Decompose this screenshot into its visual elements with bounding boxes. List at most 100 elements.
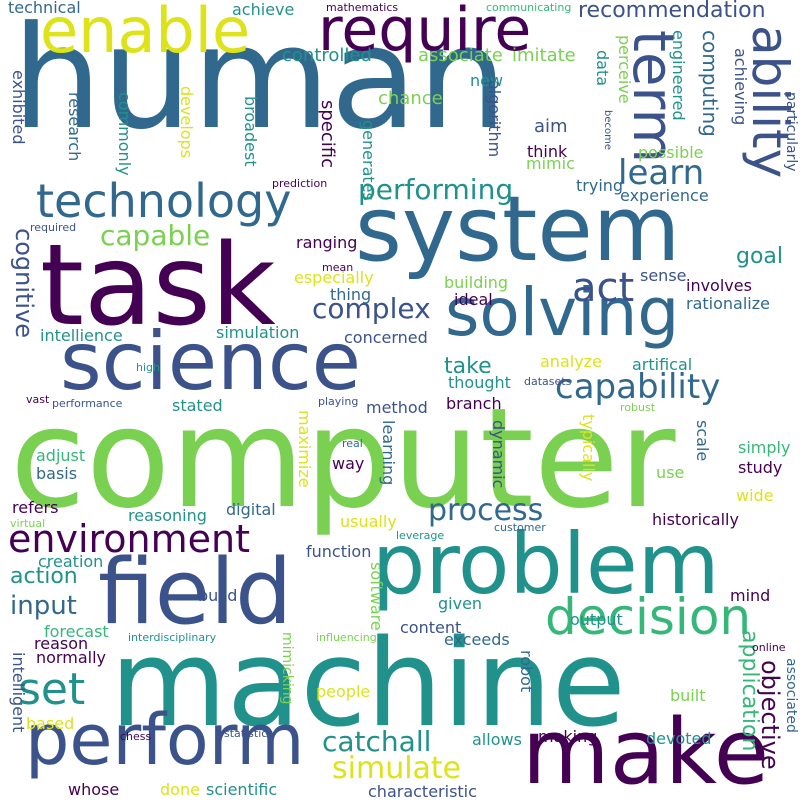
word-mathematics: mathematics: [326, 1, 399, 14]
word-action: action: [10, 564, 78, 589]
word-enable: enable: [40, 0, 251, 67]
word-ranging: ranging: [296, 233, 358, 252]
word-controlled: controlled: [282, 45, 372, 66]
word-branch: branch: [446, 394, 502, 413]
word-simply: simply: [738, 438, 791, 457]
word-sense: sense: [640, 266, 687, 285]
word-machine: machine: [110, 615, 626, 754]
word-real: real: [342, 437, 363, 450]
word-vast: vast: [26, 393, 50, 406]
word-goal: goal: [736, 244, 784, 269]
word-scale: scale: [693, 420, 712, 462]
word-computing: computing: [698, 30, 722, 137]
word-science: science: [60, 315, 362, 408]
word-make: make: [522, 700, 770, 800]
word-simulation: simulation: [216, 323, 300, 342]
word-process: process: [428, 493, 544, 528]
word-system: system: [355, 177, 681, 282]
word-task: task: [40, 221, 276, 351]
word-learning: learning: [379, 420, 398, 486]
word-software: software: [367, 562, 386, 631]
word-robust: robust: [620, 401, 656, 414]
word-method: method: [366, 398, 428, 417]
word-adjust: adjust: [36, 446, 86, 465]
word-develops: develops: [177, 86, 196, 159]
word-basis: basis: [36, 464, 78, 483]
word-devoted: devoted: [646, 729, 712, 748]
word-recommendation: recommendation: [578, 0, 766, 23]
word-chess: chess: [120, 730, 152, 743]
word-influencing: influencing: [316, 631, 377, 644]
word-chance: chance: [378, 88, 443, 109]
word-field: field: [98, 540, 293, 645]
word-research: research: [65, 92, 84, 162]
word-high: high: [136, 361, 160, 374]
word-forecast: forecast: [44, 622, 109, 641]
word-capable: capable: [100, 219, 211, 252]
word-cognitive: cognitive: [10, 228, 38, 339]
word-data: data: [593, 50, 612, 87]
word-datasets: datasets: [524, 375, 572, 388]
word-ideal: ideal: [454, 290, 493, 309]
word-trying: trying: [576, 176, 624, 195]
word-stated: stated: [172, 396, 223, 415]
word-whose: whose: [68, 780, 120, 799]
word-reason: reason: [34, 634, 89, 653]
word-artifical: artifical: [632, 355, 693, 374]
word-decision: decision: [545, 588, 752, 646]
word-capability: capability: [555, 367, 721, 407]
word-usually: usually: [340, 512, 397, 531]
word-build: build: [198, 586, 238, 605]
word-building: building: [444, 273, 509, 292]
word-possible: possible: [638, 143, 704, 162]
word-analyze: analyze: [540, 352, 602, 371]
word-given: given: [438, 594, 483, 613]
word-customer: customer: [494, 521, 546, 534]
word-playing: playing: [318, 395, 359, 408]
word-concerned: concerned: [344, 328, 428, 347]
word-intelligent: intelligent: [9, 652, 28, 733]
word-associate: associate: [418, 45, 503, 66]
word-built: built: [670, 686, 706, 705]
word-achieve: achieve: [232, 0, 295, 19]
word-done: done: [160, 780, 200, 799]
word-study: study: [738, 458, 783, 477]
word-mean: mean: [322, 261, 354, 274]
word-typically: typically: [579, 414, 598, 482]
word-especially: especially: [294, 268, 374, 287]
word-normally: normally: [36, 648, 106, 667]
word-making: making: [538, 727, 598, 746]
word-perform: perform: [25, 699, 305, 781]
word-way: way: [332, 454, 365, 473]
word-historically: historically: [652, 510, 739, 529]
word-required: required: [30, 221, 77, 234]
word-mind: mind: [730, 586, 771, 605]
word-interdisciplinary: interdisciplinary: [128, 631, 217, 644]
word-computer: computer: [10, 378, 676, 539]
word-associated: associated: [783, 658, 799, 733]
word-particularly: particularly: [783, 92, 799, 172]
word-digital: digital: [226, 500, 276, 519]
word-intellience: intellience: [40, 326, 123, 345]
word-scientific: scientific: [206, 780, 278, 799]
word-creation: creation: [38, 552, 104, 571]
word-mimic: mimic: [526, 154, 575, 173]
word-become: become: [602, 110, 613, 151]
word-new: new: [470, 71, 504, 90]
word-exhibited: exhibited: [9, 70, 28, 145]
word-virtual: virtual: [10, 517, 46, 530]
word-environment: environment: [8, 517, 251, 561]
word-complex: complex: [312, 292, 431, 325]
word-thought: thought: [448, 373, 511, 392]
word-simulate: simulate: [332, 751, 462, 786]
word-take: take: [444, 354, 492, 379]
word-online: online: [752, 641, 786, 654]
word-require: require: [318, 0, 532, 65]
word-input: input: [10, 591, 77, 621]
word-leverage: leverage: [396, 529, 445, 542]
word-act: act: [572, 265, 635, 311]
word-human: human: [12, 0, 508, 161]
word-statistic: statistic: [224, 727, 268, 740]
word-thing: thing: [330, 285, 372, 304]
